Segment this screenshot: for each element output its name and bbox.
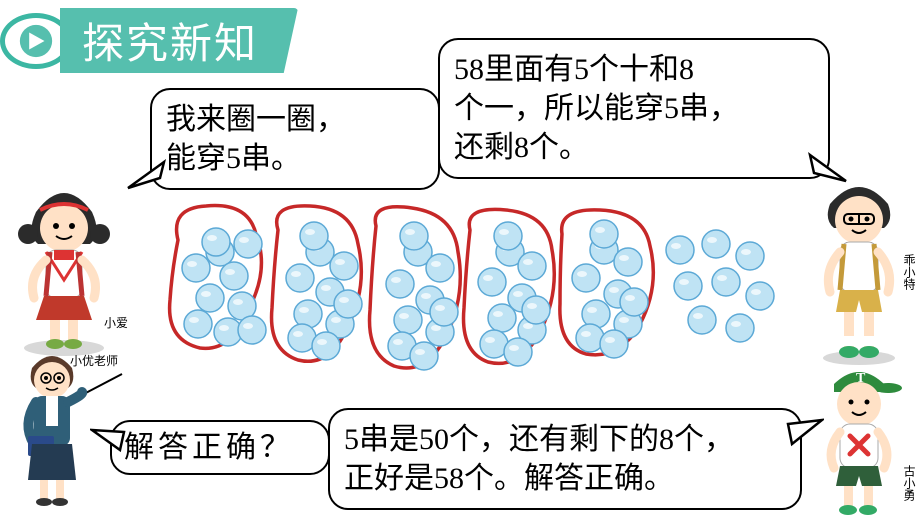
bubble-1-tail [126, 152, 166, 192]
character-boy1: 乖小特 [804, 170, 914, 375]
section-header: 探究新知 [0, 8, 298, 73]
character-boy2: T 古小勇 [804, 358, 914, 517]
slide-stage: 探究新知 我来圈一圈， 能穿5串。 58里面有5个十和8 个一，所以能穿5串， … [0, 0, 920, 517]
char-girl-label: 小爱 [104, 314, 128, 331]
bubble-4-text: 5串是50个，还有剩下的8个， 正好是58个。解答正确。 [344, 423, 734, 495]
speech-bubble-4: 5串是50个，还有剩下的8个， 正好是58个。解答正确。 [328, 408, 802, 510]
speech-bubble-2: 58里面有5个十和8 个一，所以能穿5串， 还剩8个。 [438, 38, 830, 179]
bubble-2-text: 58里面有5个十和8 个一，所以能穿5串， 还剩8个。 [454, 53, 739, 164]
section-title: 探究新知 [60, 8, 298, 73]
char-teacher-label: 小优老师 [70, 352, 118, 369]
speech-bubble-3: 解答正确？ [110, 420, 330, 475]
character-girl: 小爱 [6, 180, 126, 365]
character-teacher: 小优老师 [4, 340, 124, 515]
bubble-3-text: 解答正确？ [124, 431, 294, 464]
bubble-1-text: 我来圈一圈， 能穿5串。 [166, 103, 346, 175]
char-boy2-label: 古小勇 [901, 465, 918, 501]
char-boy1-label: 乖小特 [901, 254, 918, 290]
speech-bubble-1: 我来圈一圈， 能穿5串。 [150, 88, 440, 190]
arrow-icon [19, 24, 53, 58]
beads-diagram [160, 200, 780, 400]
